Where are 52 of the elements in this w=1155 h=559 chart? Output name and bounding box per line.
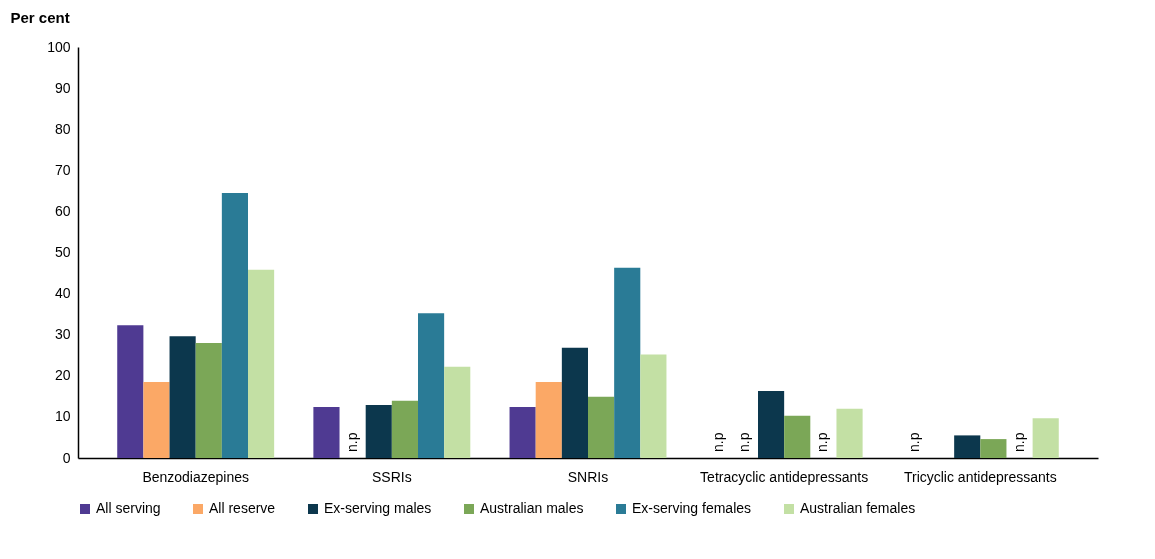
text: n.p [343,432,360,452]
legend-label: Australian females [800,500,916,516]
bar [221,192,248,458]
text: n.p [735,432,752,452]
bar [1032,418,1059,458]
legend-label: All reserve [209,500,276,516]
bar [614,267,641,458]
bar [169,336,196,458]
bar [248,269,275,458]
bar [588,396,615,458]
bar [444,366,471,458]
bar [509,407,536,458]
bar [640,354,667,458]
legend-label: All serving [96,500,161,516]
x-tick-label: Tricyclic antidepressants [903,468,1057,485]
x-tick-label: Tetracyclic antidepressants [700,468,869,485]
legend-label: Ex-serving males [324,500,432,516]
y-tick-label: 10 [54,408,71,425]
bar [117,325,144,458]
y-tick-label: 80 [54,120,71,137]
bar [418,313,445,458]
bar [313,407,340,458]
text: n.p [1010,432,1027,452]
text: n.p [814,432,831,452]
bar [758,391,785,458]
y-tick-label: 20 [54,367,71,384]
x-tick-label: Benzodiazepines [142,468,250,485]
legend-label: Ex-serving females [632,500,752,516]
bar [954,435,981,458]
y-tick-label: 100 [47,38,71,55]
y-tick-label: 50 [54,244,71,260]
bar [784,415,811,458]
bar [365,404,392,458]
bar [391,400,418,458]
y-tick-label: 40 [54,285,71,302]
text: n.p [905,432,922,452]
bar [535,381,562,458]
text: n.p [709,432,726,452]
x-tick-label: SNRIs [567,468,609,485]
y-tick-label: 0 [62,449,71,466]
legend-label: Australian males [480,500,584,516]
bar [143,381,170,458]
y-tick-label: 90 [54,79,71,96]
y-axis-title: Per cent [10,8,70,26]
y-tick-label: 60 [54,202,71,219]
x-tick-label: SSRIs [372,468,412,485]
bar [561,347,588,458]
y-tick-label: 30 [54,326,71,343]
bar [195,342,222,458]
bar [980,439,1007,458]
y-tick-label: 70 [54,161,71,178]
bar [836,408,863,458]
